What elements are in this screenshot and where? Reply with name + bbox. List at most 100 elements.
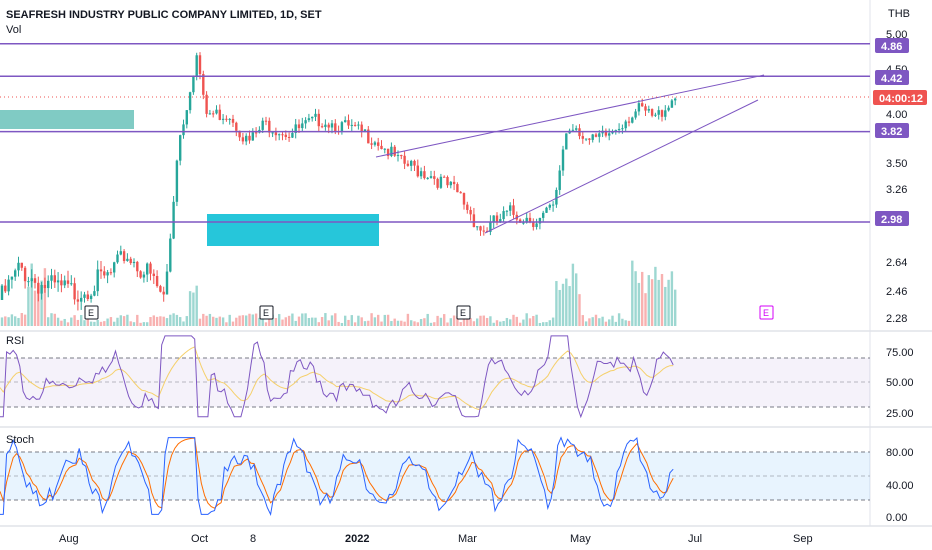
volume-bar xyxy=(76,319,80,326)
volume-bar xyxy=(598,318,601,326)
candle-body xyxy=(53,275,56,283)
earnings-marker-label: E xyxy=(460,308,466,318)
volume-bar xyxy=(195,285,198,326)
candle-body xyxy=(627,121,631,123)
candle-body xyxy=(307,118,311,121)
candle-body xyxy=(202,74,205,95)
volume-bar xyxy=(631,260,634,326)
volume-bar xyxy=(330,315,334,326)
earnings-marker-label: E xyxy=(88,308,94,318)
candle-body xyxy=(476,226,479,228)
volume-bar xyxy=(109,317,113,326)
volume-bar xyxy=(611,315,614,326)
volume-bar xyxy=(172,313,175,326)
candle-body xyxy=(542,212,545,218)
volume-bar xyxy=(89,321,93,326)
volume-bar xyxy=(433,322,436,326)
earnings-marker-label: E xyxy=(263,308,269,318)
volume-bar xyxy=(314,317,317,326)
volume-bar xyxy=(56,317,60,326)
volume-bar xyxy=(499,321,502,326)
volume-bar xyxy=(208,313,212,326)
candle-body xyxy=(509,205,512,211)
candle-body xyxy=(624,121,627,129)
candle-body xyxy=(383,148,386,150)
volume-bar xyxy=(406,313,410,326)
supply-zone-teal xyxy=(0,110,134,129)
candle-body xyxy=(565,133,568,150)
candle-body xyxy=(132,261,136,264)
volume-bar xyxy=(528,318,532,326)
candle-body xyxy=(146,263,149,275)
candle-body xyxy=(406,163,410,166)
volume-bars xyxy=(0,260,677,326)
volume-bar xyxy=(505,317,509,326)
volume-bar xyxy=(578,294,581,326)
volume-bar xyxy=(53,313,56,326)
candle-body xyxy=(644,106,647,111)
earnings-marker[interactable]: E xyxy=(259,305,274,320)
volume-bar xyxy=(340,322,344,326)
volume-bar xyxy=(370,313,373,326)
candle-body xyxy=(231,118,235,123)
volume-bar xyxy=(548,320,551,326)
earnings-marker[interactable]: E xyxy=(456,305,471,320)
candle-body xyxy=(274,132,278,136)
volume-bar xyxy=(476,318,479,326)
candle-body xyxy=(495,215,499,222)
volume-bar xyxy=(271,314,274,326)
time-tick: Mar xyxy=(458,533,477,545)
level-badge-4-86[interactable]: 4.86 xyxy=(875,38,909,53)
candle-body xyxy=(99,269,103,272)
horizontal-levels xyxy=(0,43,870,223)
lower-trendline[interactable] xyxy=(484,99,759,234)
volume-bar xyxy=(360,317,363,326)
upper-trendline[interactable] xyxy=(375,74,765,158)
volume-bar xyxy=(162,316,165,326)
volume-bar xyxy=(66,322,70,326)
volume-bar xyxy=(238,315,241,326)
candle-body xyxy=(27,281,30,283)
last-price-badge[interactable]: 04:00:12 xyxy=(873,90,927,105)
time-tick: Sep xyxy=(793,533,813,545)
volume-bar xyxy=(353,322,357,326)
candle-body xyxy=(169,238,172,272)
rsi-tick: 75.00 xyxy=(886,347,914,359)
level-badge-2-98[interactable]: 2.98 xyxy=(875,211,909,226)
level-badge-bg xyxy=(875,211,909,226)
candle-body xyxy=(598,133,601,137)
candle-body xyxy=(621,128,624,130)
earnings-marker-upcoming[interactable]: E xyxy=(759,305,774,320)
time-tick: Aug xyxy=(59,533,79,545)
volume-bar xyxy=(443,314,446,326)
volume-bar xyxy=(604,321,608,326)
volume-bar xyxy=(363,321,367,326)
volume-bar xyxy=(136,314,139,326)
volume-bar xyxy=(449,318,452,326)
candle-body xyxy=(205,94,208,114)
volume-bar xyxy=(327,320,330,326)
candle-body xyxy=(287,136,291,138)
volume-bar xyxy=(304,313,307,326)
volume-bar xyxy=(17,317,20,326)
candle-body xyxy=(360,124,363,132)
volume-bar xyxy=(522,319,525,326)
volume-bar xyxy=(212,316,215,326)
level-badge-4-42[interactable]: 4.42 xyxy=(875,70,909,85)
candle-body xyxy=(660,110,664,117)
level-badge-3-82[interactable]: 3.82 xyxy=(875,123,909,138)
volume-bar xyxy=(423,318,426,326)
time-tick-year: 2022 xyxy=(345,533,369,545)
candle-body xyxy=(122,251,126,261)
candle-body xyxy=(152,273,155,276)
earnings-marker[interactable]: E xyxy=(84,305,99,320)
level-badge-label: 2.98 xyxy=(881,214,902,226)
candle-body xyxy=(301,123,304,129)
volume-bar xyxy=(254,313,258,326)
time-tick: Oct xyxy=(191,533,208,545)
candle-body xyxy=(443,176,446,178)
candle-body xyxy=(185,110,188,125)
candle-body xyxy=(664,110,667,117)
